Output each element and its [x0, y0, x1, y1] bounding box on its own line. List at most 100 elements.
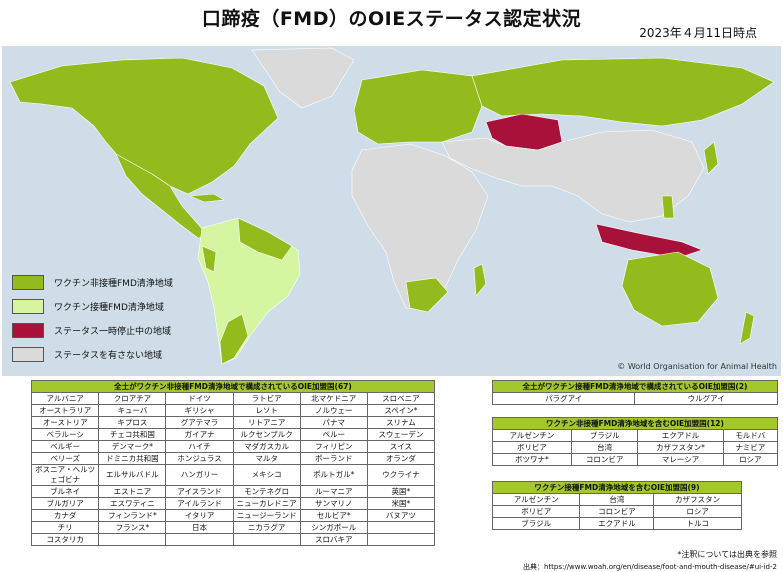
table-row: ベルギー デンマーク* ハイチ マダガスカル フィリピン スイス	[30, 440, 436, 453]
table-cell: スペイン*	[366, 404, 436, 417]
table-row: アルバニア クロアチア ドイツ ラトビア 北マケドニア スロベニア	[30, 392, 436, 405]
table-row: ブラジル エクアドル トルコ	[491, 517, 742, 530]
table-cell: アイルランド	[165, 497, 234, 510]
legend-item-free-with-vaccination: ワクチン接種FMD清浄地域	[12, 294, 173, 318]
region-greenland	[251, 47, 355, 109]
region-japan	[703, 141, 719, 175]
table-row: ブルガリア エスワティニ アイルランド ニューカレドニア サンマリノ 米国*	[30, 497, 436, 510]
table-cell: フィンランド*	[98, 509, 167, 522]
table-row: コスタリカ スロバキア	[30, 533, 436, 546]
table-cell: フランス*	[98, 521, 167, 534]
footnote: *注釈については出典を参照	[677, 550, 777, 559]
as-of-date: 2023年４月11日時点	[639, 26, 757, 40]
table-row: オーストラリア キューバ ギリシャ レソト ノルウェー スペイン*	[30, 404, 436, 417]
table-row: ベラルーシ チェコ共和国 ガイアナ ルクセンブルク ペルー スウェーデン	[30, 428, 436, 441]
table-free-without-vaccination-countries: 全土がワクチン非接種FMD清浄地域で構成されているOIE加盟国(67) アルバニ…	[30, 380, 436, 546]
table-cell	[165, 533, 234, 546]
region-asia-no-status	[441, 129, 705, 223]
table-cell: ガイアナ	[165, 428, 234, 441]
table-cell: パナマ	[299, 416, 368, 429]
table-cell: ブルネイ	[30, 485, 100, 498]
region-philippines	[661, 195, 675, 219]
region-southern-africa-free	[405, 277, 449, 313]
table-cell: ニュージーランド	[232, 509, 301, 522]
table-cell: キューバ	[98, 404, 167, 417]
table-row: ベリーズ ドミニカ共和国 ホンジュラス マルタ ポーランド オランダ	[30, 452, 436, 465]
table-cell: エルサルバドル	[98, 464, 167, 486]
table-cell: ベリーズ	[30, 452, 100, 465]
table-row: ブルネイ エストニア アイスランド モンテネグロ ルーマニア 英国*	[30, 485, 436, 498]
table-cell: ロシア	[653, 505, 742, 518]
table-cell: エクアドル	[637, 429, 724, 442]
table-row: オーストリア キプロス グアテマラ リトアニア パナマ スリナム	[30, 416, 436, 429]
table-cell: ブラジル	[570, 429, 639, 442]
table-cell: マダガスカル	[232, 440, 301, 453]
table-cell: モンテネグロ	[232, 485, 301, 498]
table-cell: オランダ	[366, 452, 436, 465]
table-cell: グアテマラ	[165, 416, 234, 429]
table-cell: チェコ共和国	[98, 428, 167, 441]
table-cell: ニューカレドニア	[232, 497, 301, 510]
table-cell: ロシア	[722, 453, 779, 466]
table-cell: ペルー	[299, 428, 368, 441]
table-cell	[232, 533, 301, 546]
table-cell: スロバキア	[299, 533, 368, 546]
table-cell: モルドバ	[722, 429, 779, 442]
table-countries-with-free-zones-without-vaccination: ワクチン非接種FMD清浄地域を含むOIE加盟国(12) アルゼンチン ブラジル エク…	[492, 417, 779, 466]
table-cell: 台湾	[579, 493, 655, 506]
table-cell: アルゼンチン	[491, 493, 581, 506]
table-cell: セルビア*	[299, 509, 368, 522]
table-cell: ボスニア・ヘルツェゴビナ	[30, 464, 100, 486]
table-header: 全土がワクチン接種FMD清浄地域で構成されているOIE加盟国(2)	[492, 380, 778, 393]
world-map-graphic	[9, 47, 775, 365]
table-cell: 日本	[165, 521, 234, 534]
table-cell: ナミビア	[722, 441, 779, 454]
table-cell: ニカラグア	[232, 521, 301, 534]
table-row: ボスニア・ヘルツェゴビナ エルサルバドル ハンガリー メキシコ ポルトガル* ウクライナ	[30, 464, 436, 486]
map-copyright: © World Organisation for Animal Health	[617, 362, 777, 371]
table-cell: フィリピン	[299, 440, 368, 453]
region-madagascar	[473, 263, 487, 297]
table-cell: パラグアイ	[491, 392, 636, 405]
legend-swatch	[12, 274, 44, 290]
table-cell: エストニア	[98, 485, 167, 498]
table-cell: カザフスタン	[653, 493, 742, 506]
table-cell: コロンビア	[579, 505, 655, 518]
table-cell: コスタリカ	[30, 533, 100, 546]
table-row: ボリビア コロンビア ロシア	[491, 505, 742, 518]
legend-label: ステータスを有さない地域	[54, 350, 163, 361]
source-citation: 出典：https://www.woah.org/en/disease/foot-…	[522, 563, 777, 571]
table-cell: ルーマニア	[299, 485, 368, 498]
table-cell: カナダ	[30, 509, 100, 522]
table-countries-with-free-zones-with-vaccination: ワクチン接種FMD清浄地域を含むOIE加盟国(9) アルゼンチン 台湾 カザフスタン…	[491, 481, 742, 530]
legend-swatch	[12, 346, 44, 362]
table-cell: スリナム	[366, 416, 436, 429]
table-cell: ドイツ	[165, 392, 234, 405]
region-russia	[471, 57, 775, 127]
table-cell: カザフスタン*	[637, 441, 724, 454]
table-row: アルゼンチン ブラジル エクアドル モルドバ	[492, 429, 779, 442]
table-cell: マレーシア	[637, 453, 724, 466]
world-map	[2, 46, 781, 376]
table-cell: 米国*	[366, 497, 436, 510]
table-cell: スウェーデン	[366, 428, 436, 441]
legend-item-free-without-vaccination: ワクチン非接種FMD清浄地域	[12, 270, 173, 294]
table-cell: ホンジュラス	[165, 452, 234, 465]
table-cell: イタリア	[165, 509, 234, 522]
table-cell: クロアチア	[98, 392, 167, 405]
legend-label: ワクチン接種FMD清浄地域	[54, 302, 164, 313]
table-cell: ブルガリア	[30, 497, 100, 510]
table-cell: ギリシャ	[165, 404, 234, 417]
table-cell	[98, 533, 167, 546]
table-cell: ベラルーシ	[30, 428, 100, 441]
table-cell: レソト	[232, 404, 301, 417]
table-cell: スイス	[366, 440, 436, 453]
table-cell: ウルグアイ	[634, 392, 778, 405]
region-caribbean	[189, 193, 225, 203]
table-cell: シンガポール	[299, 521, 368, 534]
table-cell: バヌアツ	[366, 509, 436, 522]
table-cell: ラトビア	[232, 392, 301, 405]
table-cell	[366, 533, 436, 546]
table-cell: ハイチ	[165, 440, 234, 453]
region-indonesia-suspended	[595, 223, 703, 259]
